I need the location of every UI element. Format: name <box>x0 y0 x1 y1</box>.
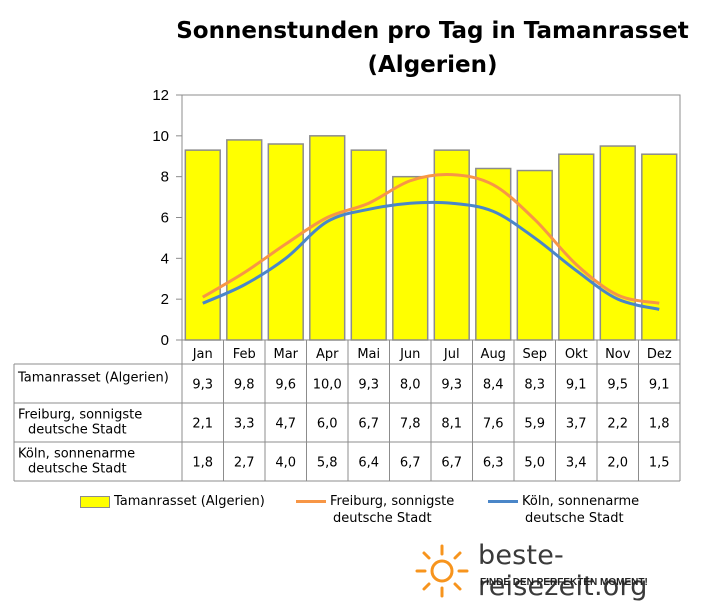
bar <box>309 135 346 341</box>
legend-swatch-koeln-line <box>488 500 518 503</box>
y-tick-label: 12 <box>152 87 169 104</box>
data-label: 7,6 <box>483 417 504 432</box>
data-label: 4,0 <box>275 456 296 471</box>
legend-item-tamanrasset: Tamanrasset (Algerien) <box>80 493 265 510</box>
data-label: 3,4 <box>566 456 587 471</box>
bar <box>641 153 678 341</box>
table-row-label: Köln, sonnenarme <box>18 447 135 462</box>
data-label: 8,1 <box>441 417 462 432</box>
data-label: 8,0 <box>400 378 421 393</box>
y-tick-label: 0 <box>161 332 169 349</box>
bar <box>558 153 595 341</box>
data-label: 6,7 <box>400 456 421 471</box>
brand-name: beste-reisezeit.org <box>478 540 648 602</box>
x-tick-label: Aug <box>481 347 506 362</box>
data-label: 9,1 <box>566 378 587 393</box>
brand-tagline: FINDE DEN PERFEKTEN MOMENT! <box>480 577 648 588</box>
legend-label-tamanrasset: Tamanrasset (Algerien) <box>114 494 265 509</box>
chart-title-line-2: (Algerien) <box>367 52 498 78</box>
bar <box>475 167 512 341</box>
x-tick-label: Mar <box>273 347 298 362</box>
data-label: 9,1 <box>649 378 670 393</box>
freiburg-line <box>201 172 660 305</box>
bar <box>350 149 387 341</box>
data-label: 1,5 <box>649 456 670 471</box>
table-row-label: Freiburg, sonnigste <box>18 408 142 423</box>
y-tick-label: 6 <box>161 210 169 227</box>
x-tick-label: Jun <box>399 347 420 362</box>
bar <box>599 145 636 341</box>
data-label: 9,6 <box>275 378 296 393</box>
x-tick-label: Apr <box>316 347 339 362</box>
sun-logo-icon <box>415 544 469 598</box>
x-tick-label: Feb <box>233 347 256 362</box>
data-label: 9,8 <box>234 378 255 393</box>
legend-item-freiburg: Freiburg, sonnigste deutsche Stadt <box>296 493 454 527</box>
data-label: 2,2 <box>607 417 628 432</box>
x-tick-label: Okt <box>565 347 588 362</box>
data-label: 5,9 <box>524 417 545 432</box>
y-tick-label: 10 <box>152 128 169 145</box>
legend-label-koeln-line-1: Köln, sonnenarme <box>522 494 640 509</box>
table-row-label: deutsche Stadt <box>28 423 127 438</box>
data-label: 3,3 <box>234 417 255 432</box>
legend-swatch-bar <box>80 495 110 508</box>
x-tick-label: Jan <box>192 347 213 362</box>
data-label: 6,7 <box>358 417 379 432</box>
bar <box>184 149 221 341</box>
legend-swatch-freiburg-line <box>296 500 326 503</box>
data-label: 6,7 <box>441 456 462 471</box>
data-label: 9,3 <box>192 378 213 393</box>
table-row-label: deutsche Stadt <box>28 462 127 477</box>
bar <box>433 149 470 341</box>
data-label: 1,8 <box>192 456 213 471</box>
chart-title: Sonnenstunden pro Tag in Tamanrasset (Al… <box>150 14 715 82</box>
legend-label-freiburg-line-1: Freiburg, sonnigste <box>330 494 455 509</box>
legend-label-freiburg-line-2: deutsche Stadt <box>333 511 432 526</box>
data-label: 9,3 <box>441 378 462 393</box>
x-tick-label: Dez <box>647 347 672 362</box>
data-label: 8,3 <box>524 378 545 393</box>
data-label: 5,8 <box>317 456 338 471</box>
legend-item-koeln: Köln, sonnenarme deutsche Stadt <box>488 493 639 527</box>
x-tick-label: Sep <box>522 347 547 362</box>
data-label: 1,8 <box>649 417 670 432</box>
x-tick-label: Mai <box>357 347 380 362</box>
koeln-line <box>202 200 660 311</box>
y-tick-label: 8 <box>161 169 169 186</box>
plot-area <box>181 94 681 341</box>
y-tick-label: 2 <box>161 291 169 308</box>
legend-label-koeln-line-2: deutsche Stadt <box>525 511 624 526</box>
data-label: 6,3 <box>483 456 504 471</box>
table-row-label: Tamanrasset (Algerien) <box>17 371 169 386</box>
chart-title-line-1: Sonnenstunden pro Tag in Tamanrasset <box>176 18 689 44</box>
data-label: 9,5 <box>607 378 628 393</box>
data-label: 2,7 <box>234 456 255 471</box>
bar <box>516 169 553 341</box>
data-label: 3,7 <box>566 417 587 432</box>
data-label: 2,1 <box>192 417 213 432</box>
data-label: 6,0 <box>317 417 338 432</box>
x-tick-label: Nov <box>605 347 631 362</box>
data-label: 9,3 <box>358 378 379 393</box>
data-label: 6,4 <box>358 456 379 471</box>
y-tick-label: 4 <box>161 250 169 267</box>
bar <box>226 139 263 341</box>
data-label: 7,8 <box>400 417 421 432</box>
data-label: 4,7 <box>275 417 296 432</box>
x-tick-label: Jul <box>443 347 460 362</box>
data-label: 2,0 <box>607 456 628 471</box>
data-label: 10,0 <box>313 378 342 393</box>
data-label: 8,4 <box>483 378 504 393</box>
data-label: 5,0 <box>524 456 545 471</box>
bar <box>267 143 304 341</box>
